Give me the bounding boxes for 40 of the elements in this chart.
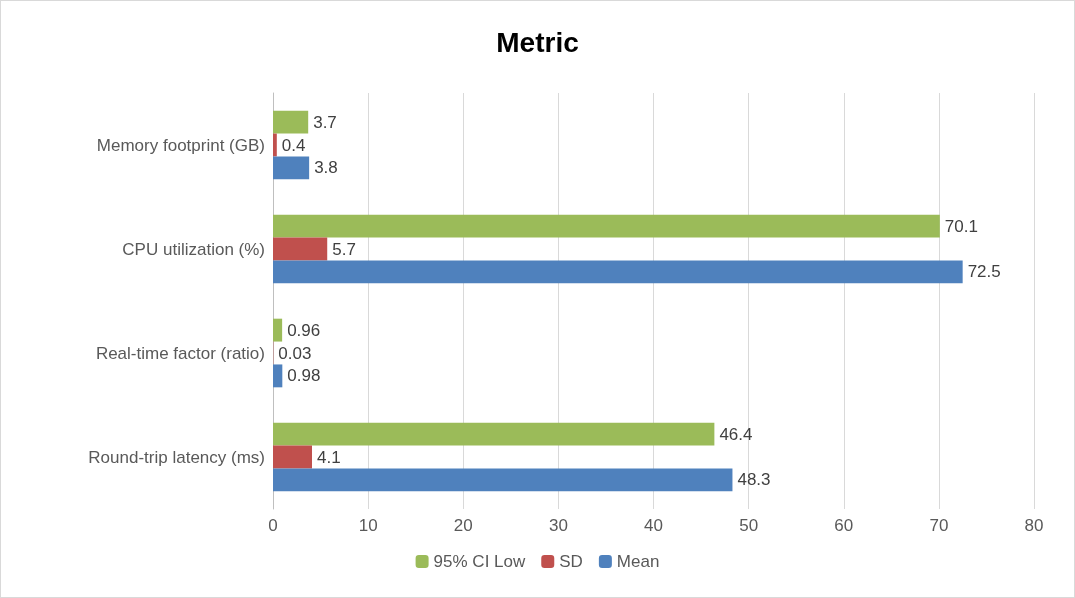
x-tick-label: 70	[929, 516, 949, 535]
legend-label: 95% CI Low	[433, 552, 526, 571]
y-tick-label: Real-time factor (ratio)	[95, 343, 265, 363]
data-label: 0.98	[287, 366, 321, 386]
data-label: 3.8	[314, 158, 338, 178]
legend-label: Mean	[616, 552, 660, 571]
bar	[273, 364, 283, 388]
bar	[273, 260, 963, 284]
bar	[273, 422, 715, 446]
data-label: 72.5	[967, 262, 1001, 282]
bar	[273, 214, 940, 238]
x-tick-label: 10	[358, 516, 378, 535]
x-tick-label: 50	[739, 516, 759, 535]
x-tick-label: 60	[834, 516, 854, 535]
bar	[273, 318, 283, 342]
y-tick-label: CPU utilization (%)	[122, 239, 265, 259]
x-tick-label: 0	[268, 516, 278, 535]
data-label: 5.7	[332, 239, 356, 259]
data-label: 4.1	[317, 447, 341, 467]
y-tick-label: Memory footprint (GB)	[96, 135, 265, 155]
chart-title: Metric	[496, 26, 579, 58]
data-label: 0.96	[287, 320, 321, 340]
bar	[273, 445, 312, 469]
bar	[273, 156, 310, 180]
legend-label: SD	[559, 552, 583, 571]
x-tick-label: 80	[1024, 516, 1044, 535]
x-tick-label: 30	[548, 516, 568, 535]
data-label: 70.1	[944, 216, 978, 236]
bar	[273, 237, 328, 261]
y-tick-label: Round-trip latency (ms)	[88, 447, 265, 467]
data-label: 3.7	[313, 112, 337, 132]
data-label: 46.4	[719, 424, 753, 444]
data-label: 0.03	[278, 343, 312, 363]
data-label: 48.3	[737, 470, 771, 490]
bar	[273, 468, 733, 492]
x-tick-label: 40	[644, 516, 663, 535]
x-tick-label: 20	[453, 516, 473, 535]
bar	[273, 133, 277, 157]
bar	[273, 110, 309, 134]
data-label: 0.4	[281, 135, 306, 155]
